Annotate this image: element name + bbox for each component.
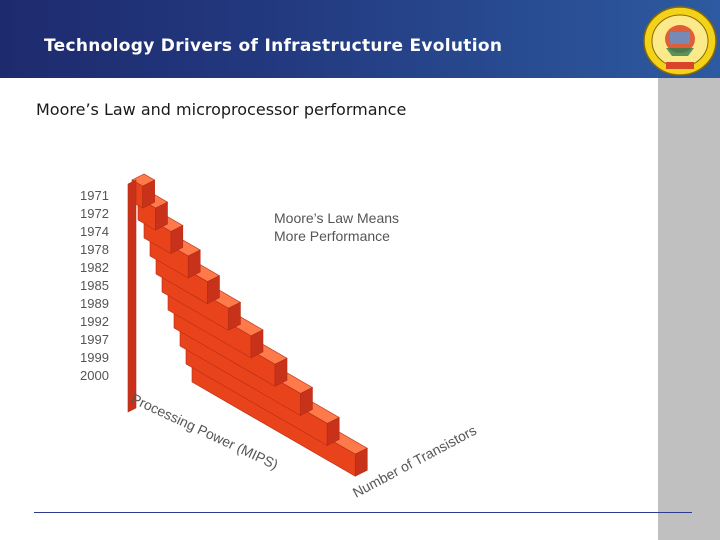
slide-header: Technology Drivers of Infrastructure Evo…	[0, 0, 720, 78]
year-label: 1974	[80, 224, 109, 239]
year-label: 2000	[80, 368, 109, 383]
moores-law-staircase-figure: 1971 1972 1974 1978 1982 1985 1989 1992 …	[80, 173, 479, 501]
staircase-step-end	[228, 301, 241, 331]
year-label: 1982	[80, 260, 109, 275]
staircase-step-end	[354, 447, 368, 477]
staircase-step-end	[300, 386, 313, 416]
year-label: 1989	[80, 296, 109, 311]
staircase-step-end	[155, 201, 168, 231]
university-seal-icon	[643, 6, 717, 76]
staircase-step-end	[207, 275, 220, 305]
year-label: 1972	[80, 206, 109, 221]
staircase-step-end	[250, 329, 264, 359]
year-labels: 1971 1972 1974 1978 1982 1985 1989 1992 …	[80, 188, 109, 383]
staircase-step-end	[274, 357, 288, 387]
staircase-step-end	[326, 416, 340, 446]
year-label: 1997	[80, 332, 109, 347]
bottom-divider	[34, 512, 692, 513]
staircase-base-side	[127, 179, 137, 413]
transistors-axis-label: Number of Transistors	[350, 422, 479, 501]
staircase-steps	[127, 173, 368, 477]
staircase-step-end	[187, 249, 201, 279]
year-label: 1985	[80, 278, 109, 293]
staircase-step-end	[170, 224, 184, 254]
annotation-line-2: More Performance	[274, 228, 390, 244]
year-label: 1971	[80, 188, 109, 203]
year-label: 1978	[80, 242, 109, 257]
year-label: 1999	[80, 350, 109, 365]
annotation-line-1: Moore’s Law Means	[274, 210, 399, 226]
staircase-step-end	[142, 179, 155, 209]
slide-subtitle: Moore’s Law and microprocessor performan…	[36, 100, 407, 119]
year-label: 1992	[80, 314, 109, 329]
right-gray-panel	[658, 78, 720, 540]
slide-title: Technology Drivers of Infrastructure Evo…	[44, 36, 503, 56]
